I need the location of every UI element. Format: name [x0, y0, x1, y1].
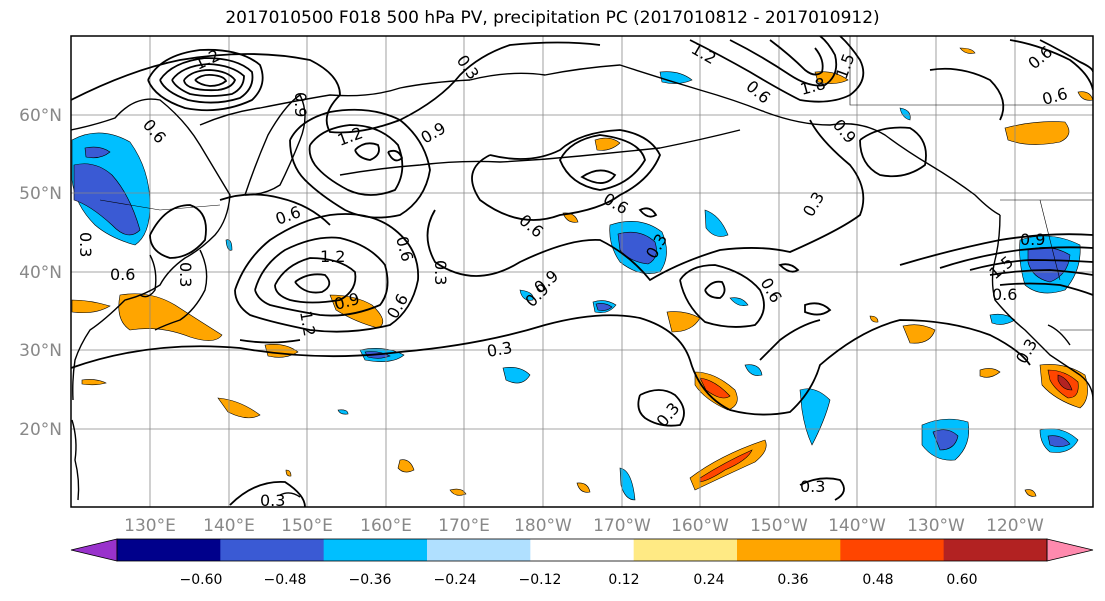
- contour-label: 1.2: [296, 309, 319, 337]
- coast-asia: [71, 98, 231, 401]
- coastlines: [71, 64, 1093, 501]
- colorbar-segment: [220, 539, 325, 561]
- pv-contour-12-ridge: [289, 108, 431, 219]
- longitude-labels: 130°E 140°E 150°E 160°E 170°E 180°W 170°…: [124, 516, 1044, 536]
- colorbar-ticks: −0.60 −0.48 −0.36 −0.24 −0.12 0.12 0.24 …: [180, 572, 978, 588]
- colorbar-tick-label: −0.12: [519, 572, 562, 588]
- contour-label: 1.2: [320, 247, 345, 266]
- lon-label-140e: 140°E: [203, 516, 255, 536]
- colorbar-extend-high: [1046, 538, 1094, 562]
- colorbar-segment: [943, 539, 1048, 561]
- pos-anomaly-japan: [118, 293, 223, 341]
- coast-alaska: [469, 64, 1001, 216]
- coast-north-america: [991, 214, 1093, 401]
- lat-label-40n: 40°N: [19, 263, 62, 283]
- colorbar-outline: [116, 538, 1048, 562]
- colorbar-segment: [737, 539, 841, 561]
- lon-label-160w: 160°W: [671, 516, 729, 536]
- colorbar-tick-label: 0.60: [946, 572, 977, 588]
- coast-japan: [154, 249, 208, 331]
- map-frame: [70, 35, 1094, 508]
- colorbar-tick-label: 0.12: [608, 572, 639, 588]
- colorbar-extend-low: [70, 538, 118, 562]
- pos-anomaly-alaska-gulf: [1004, 121, 1070, 145]
- figure-title: 2017010500 F018 500 hPa PV, precipitatio…: [225, 8, 880, 28]
- contour-label: 0.3: [485, 338, 513, 361]
- lon-label-180w: 180°W: [514, 516, 572, 536]
- colorbar-segment: [427, 539, 531, 561]
- lat-label-50n: 50°N: [19, 184, 62, 204]
- latitude-labels: 20°N 30°N 40°N 50°N 60°N: [19, 106, 62, 440]
- colorbar-segment: [117, 539, 221, 561]
- lat-label-60n: 60°N: [19, 106, 62, 126]
- colorbar-tick-label: 0.24: [693, 572, 724, 588]
- neg-anomaly-west-pacific-core: [73, 163, 141, 236]
- coast-philippines: [71, 419, 80, 501]
- lon-label-160e: 160°E: [360, 516, 412, 536]
- colorbar-segment: [323, 539, 428, 561]
- colorbar: −0.60 −0.48 −0.36 −0.24 −0.12 0.12 0.24 …: [70, 538, 1094, 588]
- colorbar-segment: [530, 539, 635, 561]
- lat-label-20n: 20°N: [19, 420, 62, 440]
- colorbar-tick-label: −0.24: [434, 572, 477, 588]
- coast-kamchatka: [244, 94, 306, 196]
- colorbar-segment: [840, 539, 945, 561]
- coast-korea: [139, 254, 157, 298]
- contour-label: 0.9: [1020, 230, 1045, 249]
- pv-contours: [71, 36, 1093, 507]
- coast-aleutians: [339, 129, 741, 176]
- contour-label: 0.3: [76, 232, 95, 257]
- lon-label-130w: 130°W: [907, 516, 965, 536]
- contour-label: 0.3: [431, 260, 450, 285]
- lat-label-30n: 30°N: [19, 341, 62, 361]
- pv-contour-california: [899, 233, 1093, 266]
- contour-label: 0.3: [800, 477, 825, 496]
- pv-contour-alaska: [689, 36, 865, 103]
- colorbar-tick-label: −0.48: [264, 572, 307, 588]
- colorbar-tick-label: −0.36: [349, 572, 392, 588]
- contour-label: 0.6: [992, 285, 1017, 304]
- lon-label-170w: 170°W: [593, 516, 651, 536]
- lon-label-150e: 150°E: [281, 516, 333, 536]
- contour-label: 0.3: [176, 262, 195, 287]
- lon-label-130e: 130°E: [124, 516, 176, 536]
- contour-label: 0.3: [260, 491, 285, 510]
- colorbar-tick-label: 0.48: [862, 572, 893, 588]
- lon-label-150w: 150°W: [750, 516, 808, 536]
- pv-contour-03-main: [71, 314, 1031, 416]
- coast-siberia: [199, 79, 471, 126]
- colorbar-tick-label: 0.36: [777, 572, 808, 588]
- contour-label: 0.6: [110, 265, 135, 284]
- contour-label: 0.9: [291, 92, 310, 117]
- pv-contour-09-kamchatka: [234, 213, 419, 333]
- lon-label-120w: 120°W: [986, 516, 1044, 536]
- lon-label-140w: 140°W: [828, 516, 886, 536]
- pv-contour-high-north: [147, 48, 264, 112]
- political-borders: [99, 36, 1093, 331]
- colorbar-segments: [117, 539, 1048, 561]
- colorbar-tick-label: −0.60: [180, 572, 223, 588]
- lon-label-170e: 170°E: [438, 516, 490, 536]
- colorbar-segment: [633, 539, 738, 561]
